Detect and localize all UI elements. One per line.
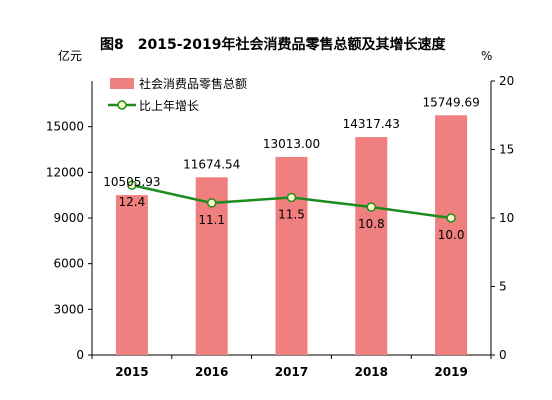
x-axis-tick-label: 2018 bbox=[355, 365, 388, 379]
bar-value-label: 11674.54 bbox=[183, 157, 240, 171]
chart-title: 图8 2015-2019年社会消费品零售总额及其增长速度 bbox=[100, 36, 446, 53]
right-axis-unit: % bbox=[481, 49, 492, 63]
left-axis-tick-label: 6000 bbox=[53, 257, 84, 271]
left-axis-tick-label: 0 bbox=[76, 348, 84, 362]
growth-value-label: 11.1 bbox=[198, 213, 225, 227]
legend-swatch-bar bbox=[110, 78, 134, 89]
left-axis-tick-label: 15000 bbox=[46, 120, 84, 134]
left-axis-unit: 亿元 bbox=[58, 48, 82, 63]
left-axis-tick-label: 12000 bbox=[46, 165, 84, 179]
bar-value-label: 13013.00 bbox=[263, 137, 320, 151]
growth-value-label: 11.5 bbox=[278, 207, 305, 221]
growth-point bbox=[127, 180, 137, 190]
growth-point bbox=[366, 202, 377, 212]
bar-series bbox=[115, 115, 468, 355]
legend-label-bar: 社会消费品零售总额 bbox=[139, 76, 247, 91]
x-axis-tick-label: 2016 bbox=[195, 365, 228, 379]
bar bbox=[275, 156, 308, 355]
bar bbox=[355, 137, 388, 355]
data-labels: 10505.93 11674.54 13013.00 14317.43 15749.69… bbox=[103, 95, 479, 242]
right-axis-tick-label: 20 bbox=[499, 74, 514, 88]
growth-value-label: 12.4 bbox=[119, 195, 146, 209]
right-axis-tick-label: 0 bbox=[499, 348, 507, 362]
bar bbox=[435, 115, 468, 355]
right-axis-tick-label: 10 bbox=[499, 211, 514, 225]
legend-swatch-marker bbox=[117, 100, 127, 110]
growth-point bbox=[446, 213, 456, 223]
axes: 0 3000 6000 9000 12000 15000 0 5 10 15 20 2015 2016 2… bbox=[46, 74, 514, 379]
left-axis-tick-label: 3000 bbox=[53, 302, 84, 316]
right-axis-tick-label: 5 bbox=[499, 280, 507, 294]
x-axis-tick-label: 2019 bbox=[434, 365, 467, 379]
bar bbox=[115, 195, 148, 355]
growth-point bbox=[206, 198, 217, 208]
legend-label-line: 比上年增长 bbox=[139, 99, 199, 113]
x-axis-tick-label: 2015 bbox=[115, 365, 148, 379]
growth-value-label: 10.0 bbox=[438, 228, 465, 242]
bar-value-label: 15749.69 bbox=[422, 95, 479, 109]
bar-value-label: 14317.43 bbox=[343, 117, 400, 131]
right-axis-tick-label: 15 bbox=[499, 143, 514, 157]
x-axis-tick-label: 2017 bbox=[275, 365, 308, 379]
left-axis-tick-label: 9000 bbox=[53, 211, 84, 225]
line-series bbox=[127, 180, 456, 223]
growth-point bbox=[286, 192, 297, 203]
growth-value-label: 10.8 bbox=[358, 217, 385, 231]
bar-value-label: 10505.93 bbox=[103, 175, 160, 189]
